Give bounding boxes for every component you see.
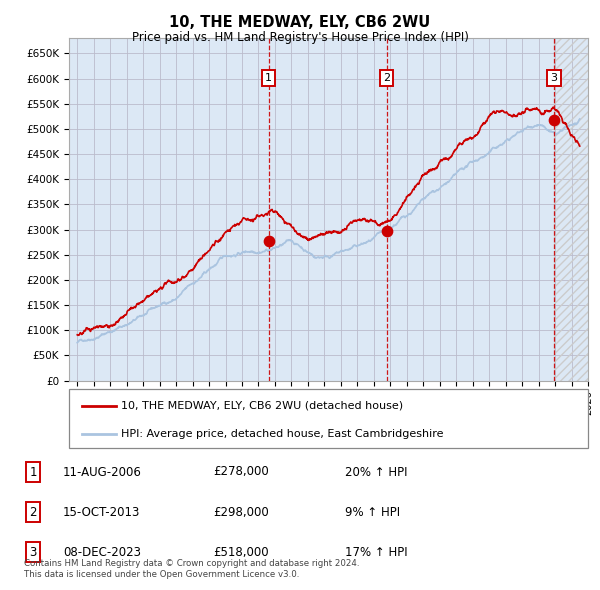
Text: 10, THE MEDWAY, ELY, CB6 2WU (detached house): 10, THE MEDWAY, ELY, CB6 2WU (detached h… (121, 401, 403, 411)
Text: 2: 2 (383, 73, 391, 83)
Text: 9% ↑ HPI: 9% ↑ HPI (345, 506, 400, 519)
Text: 3: 3 (29, 546, 37, 559)
Text: 11-AUG-2006: 11-AUG-2006 (63, 466, 142, 478)
Text: HPI: Average price, detached house, East Cambridgeshire: HPI: Average price, detached house, East… (121, 429, 443, 438)
Point (382, 226, 392, 235)
Text: 08-DEC-2023: 08-DEC-2023 (63, 546, 141, 559)
Text: 15-OCT-2013: 15-OCT-2013 (63, 506, 140, 519)
Text: 2: 2 (29, 506, 37, 519)
Text: 10, THE MEDWAY, ELY, CB6 2WU: 10, THE MEDWAY, ELY, CB6 2WU (169, 15, 431, 30)
Text: 1: 1 (29, 466, 37, 478)
Text: This data is licensed under the Open Government Licence v3.0.: This data is licensed under the Open Gov… (24, 571, 299, 579)
Text: 1: 1 (265, 73, 272, 83)
Text: £278,000: £278,000 (213, 466, 269, 478)
Text: Contains HM Land Registry data © Crown copyright and database right 2024.: Contains HM Land Registry data © Crown c… (24, 559, 359, 568)
Text: 3: 3 (550, 73, 557, 83)
Point (264, 236, 274, 245)
Text: 20% ↑ HPI: 20% ↑ HPI (345, 466, 407, 478)
Point (549, 115, 559, 124)
Text: Price paid vs. HM Land Registry's House Price Index (HPI): Price paid vs. HM Land Registry's House … (131, 31, 469, 44)
Text: £518,000: £518,000 (213, 546, 269, 559)
Text: £298,000: £298,000 (213, 506, 269, 519)
Text: 17% ↑ HPI: 17% ↑ HPI (345, 546, 407, 559)
